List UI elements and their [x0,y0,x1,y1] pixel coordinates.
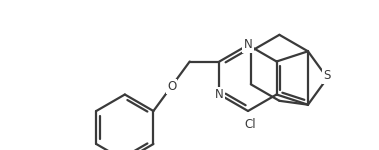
Text: Cl: Cl [244,117,256,130]
Text: N: N [244,39,252,51]
Text: N: N [215,88,224,101]
Text: O: O [167,80,176,93]
Text: S: S [324,69,331,82]
